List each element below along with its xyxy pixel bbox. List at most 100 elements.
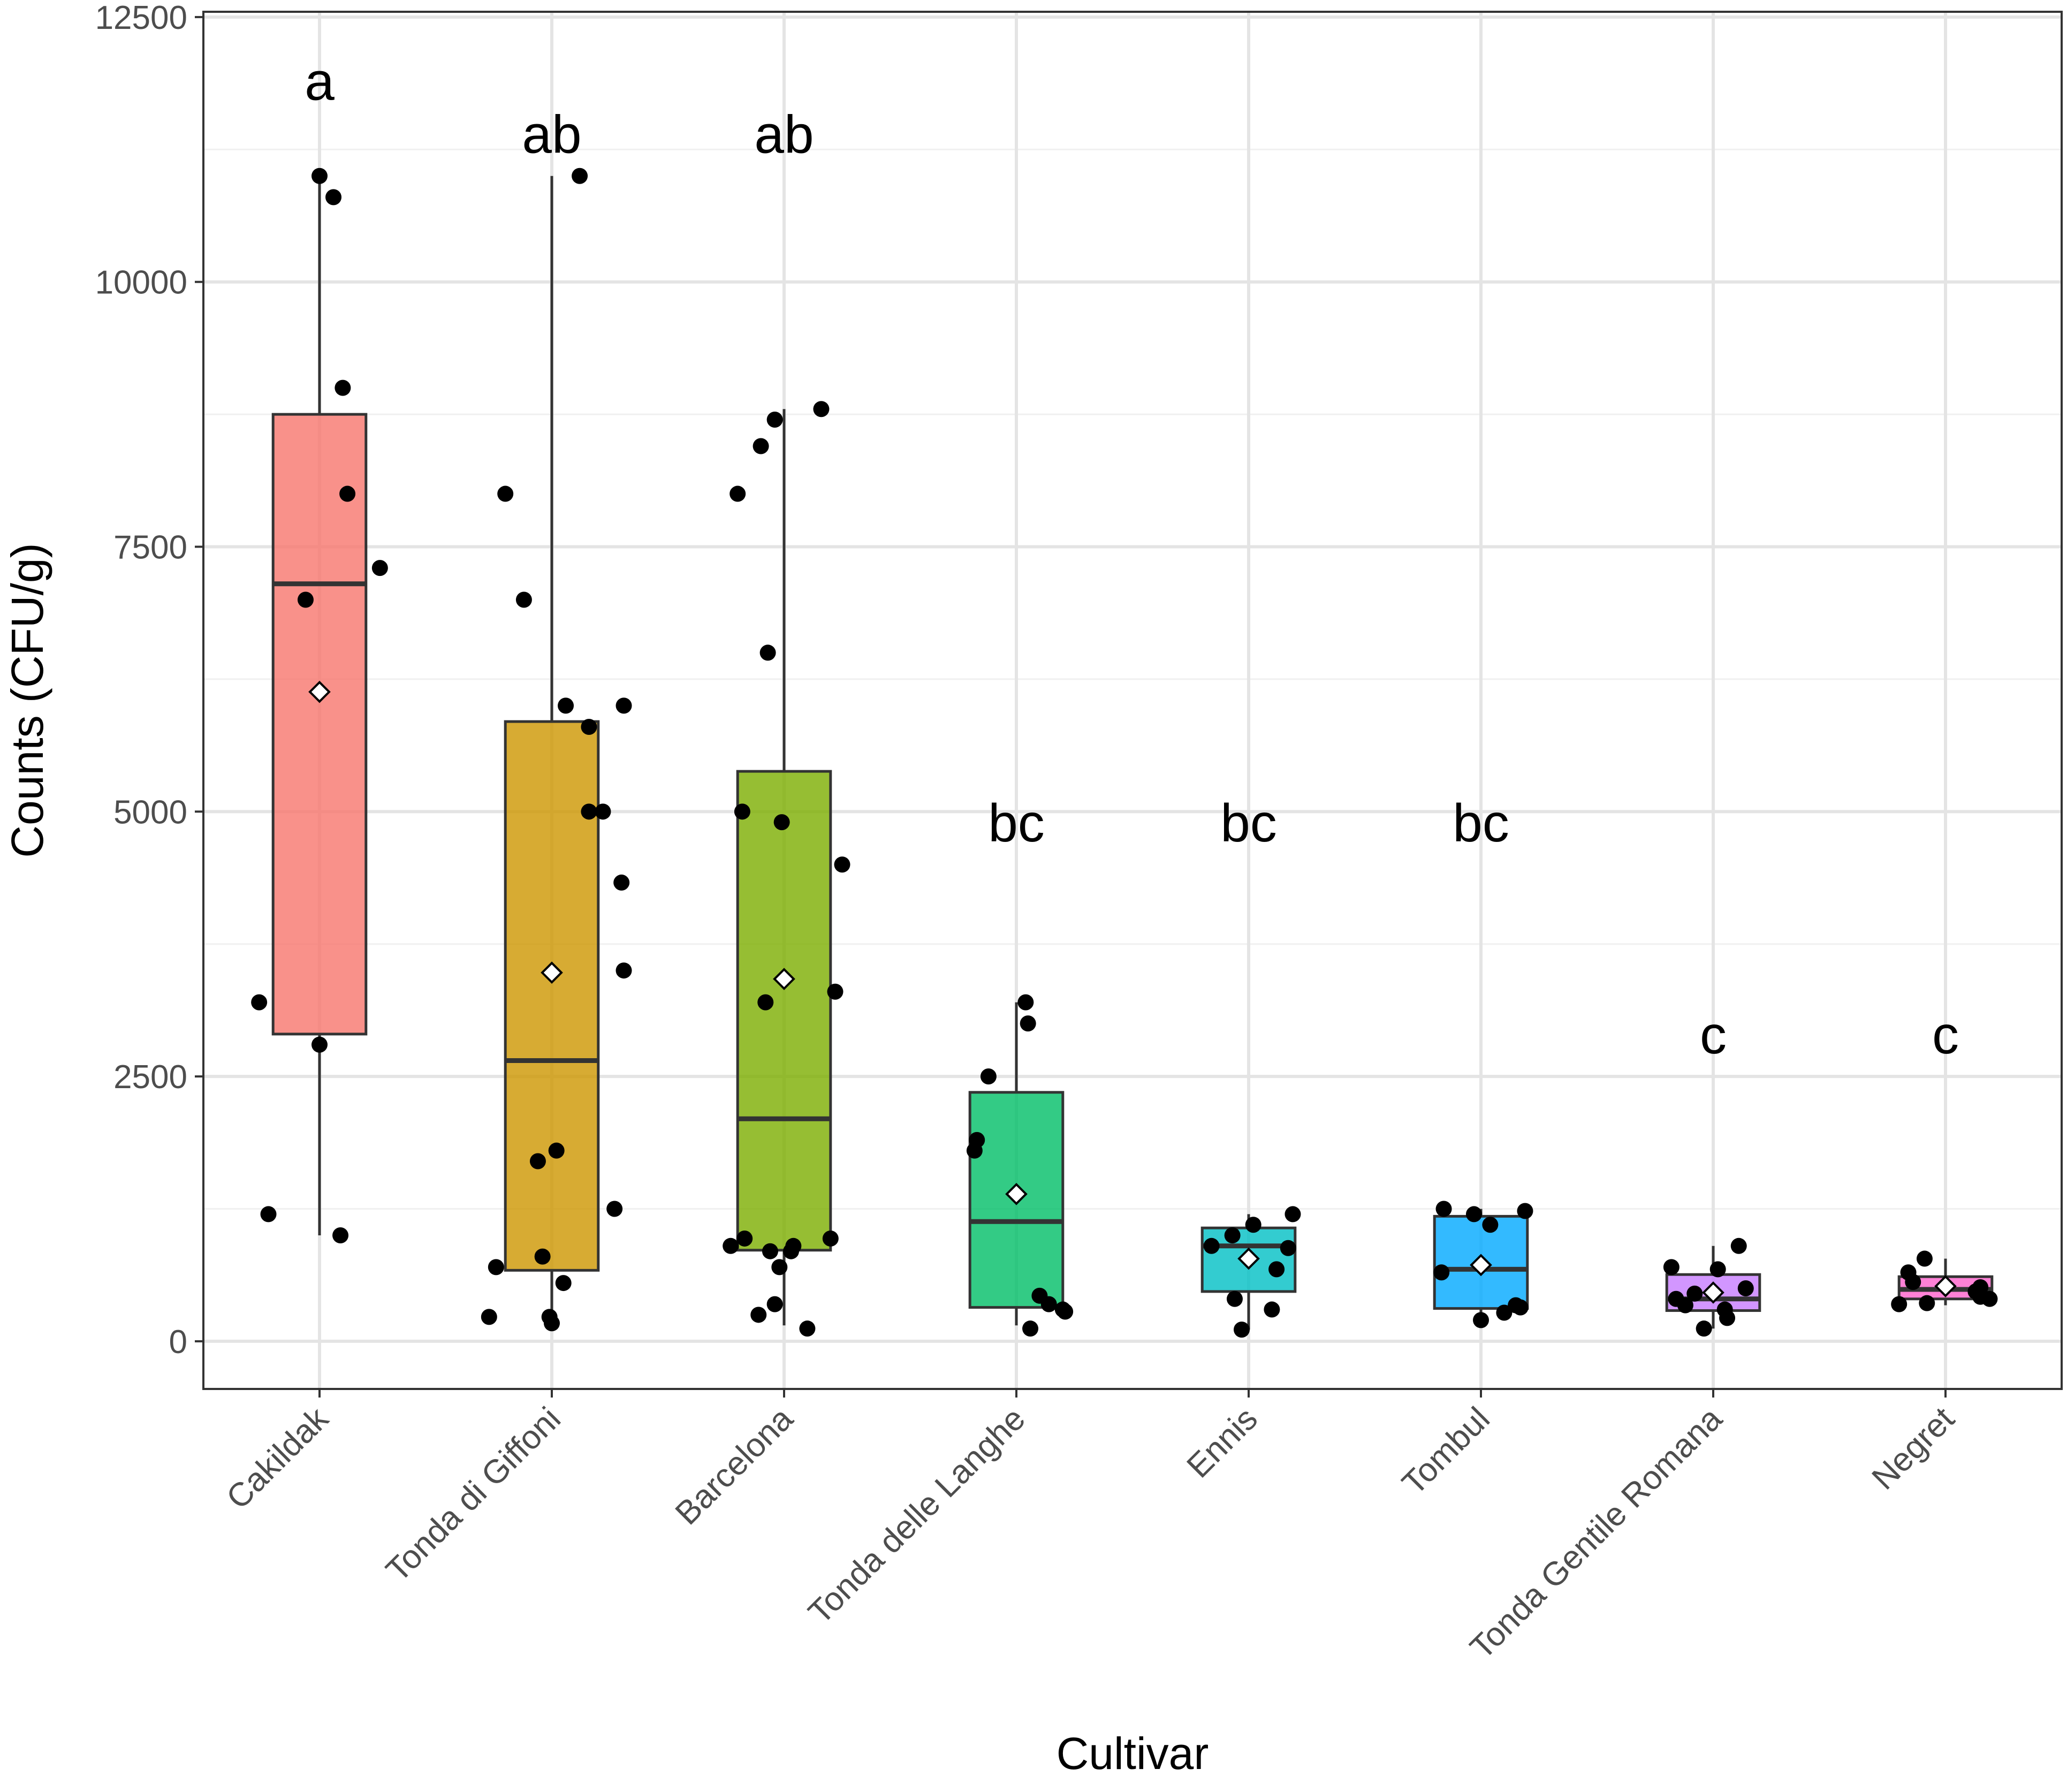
data-point [1719, 1310, 1736, 1326]
significance-letter: bc [1220, 793, 1277, 853]
x-axis-title: Cultivar [1057, 1728, 1209, 1779]
mean-marker [1934, 1275, 1957, 1297]
x-tick-label: Tonda Gentile Romana [1463, 1400, 1730, 1667]
data-point [548, 1142, 565, 1159]
data-point [311, 168, 328, 184]
data-point [827, 983, 843, 1000]
data-point [572, 168, 588, 184]
data-point [1737, 1280, 1754, 1296]
x-tick-label: Tombul [1395, 1400, 1497, 1502]
x-tick-label: Ennis [1180, 1400, 1264, 1485]
data-point [1224, 1227, 1241, 1244]
data-point [581, 718, 597, 735]
data-point [1473, 1312, 1489, 1328]
significance-letter: bc [1453, 793, 1509, 853]
data-point [1433, 1264, 1450, 1281]
data-point [1916, 1250, 1933, 1267]
point-layer [251, 168, 1998, 1338]
y-tick-label: 0 [169, 1324, 187, 1361]
data-point [529, 1153, 546, 1170]
data-point [766, 412, 783, 428]
significance-letter: ab [522, 105, 581, 165]
iqr-box [504, 720, 600, 1272]
data-point [613, 874, 630, 891]
data-point [1203, 1237, 1220, 1254]
data-point [1517, 1203, 1533, 1219]
data-point [799, 1320, 816, 1337]
data-point [785, 1237, 802, 1254]
data-point [606, 1201, 623, 1217]
significance-letter: c [1932, 1005, 1959, 1065]
data-point [544, 1315, 560, 1332]
x-tick-label: Tonda delle Langhe [801, 1400, 1032, 1631]
data-point [1268, 1261, 1285, 1278]
data-point [332, 1227, 349, 1244]
data-point [260, 1206, 277, 1222]
data-point [1891, 1296, 1908, 1312]
data-point [1020, 1015, 1036, 1032]
iqr-box [736, 770, 832, 1252]
significance-letter: bc [988, 793, 1045, 853]
data-point [515, 591, 532, 608]
x-tick-label: Cakildak [219, 1400, 336, 1516]
data-point [1496, 1304, 1513, 1321]
data-point [1482, 1217, 1499, 1233]
data-point [311, 1036, 328, 1053]
data-point [734, 803, 750, 820]
data-point [753, 438, 769, 454]
data-point [488, 1259, 504, 1275]
data-point [1730, 1237, 1747, 1254]
data-point [1022, 1320, 1039, 1337]
y-tick-label: 10000 [95, 264, 187, 301]
data-point [1040, 1296, 1057, 1312]
data-point [766, 1296, 783, 1312]
data-point [1233, 1322, 1250, 1338]
data-point [1226, 1290, 1243, 1307]
data-point [750, 1307, 767, 1323]
grid-layer [203, 12, 2062, 1389]
data-point [581, 803, 597, 820]
data-point [1905, 1274, 1921, 1290]
data-point [966, 1142, 983, 1159]
data-point [595, 803, 611, 820]
y-tick-label: 2500 [113, 1059, 187, 1096]
x-tick-label: Tonda di Giffoni [379, 1400, 568, 1589]
data-point [736, 1230, 753, 1247]
mean-marker [541, 961, 563, 984]
box-1 [271, 176, 368, 1236]
data-point [1057, 1303, 1074, 1320]
data-point [1709, 1261, 1726, 1278]
significance-letter: c [1700, 1005, 1727, 1065]
data-point [813, 401, 830, 417]
data-point [1663, 1259, 1680, 1275]
data-point [1280, 1240, 1296, 1256]
data-point [729, 485, 746, 502]
data-point [297, 591, 314, 608]
data-point [1465, 1206, 1482, 1222]
data-point [1245, 1217, 1262, 1233]
data-point [762, 1243, 778, 1259]
mean-marker [773, 968, 795, 990]
y-tick-label: 12500 [95, 0, 187, 36]
data-point [771, 1259, 788, 1275]
data-point [325, 189, 342, 206]
data-point [1285, 1206, 1301, 1222]
data-point [615, 962, 632, 979]
data-point [558, 697, 574, 714]
data-point [339, 485, 356, 502]
panel-border [202, 11, 2063, 1390]
significance-letter: a [305, 52, 335, 112]
data-point [773, 814, 790, 831]
data-point [1264, 1301, 1280, 1318]
x-tick-label: Negret [1865, 1400, 1962, 1497]
x-tick-label: Barcelona [668, 1400, 801, 1532]
box-layer [271, 176, 1994, 1330]
mean-marker [308, 680, 331, 703]
mean-marker [1237, 1247, 1260, 1270]
data-point [757, 994, 774, 1011]
data-point [481, 1309, 497, 1325]
data-point [251, 994, 268, 1011]
data-point [1696, 1320, 1712, 1337]
data-point [555, 1275, 572, 1292]
